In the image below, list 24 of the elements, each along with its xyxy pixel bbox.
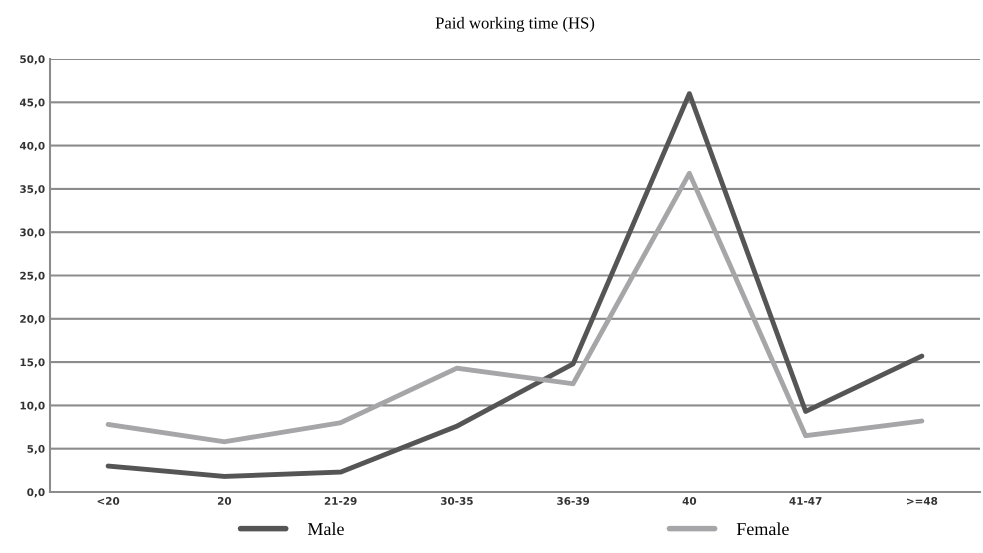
y-tick-label: 30,0 [20, 228, 45, 238]
x-tick-label: 40 [682, 497, 696, 505]
y-tick-label: 25,0 [20, 272, 45, 281]
y-tick-label: 50,0 [20, 55, 45, 64]
y-tick-label: 35,0 [20, 185, 45, 194]
y-tick-label: 15,0 [20, 358, 45, 368]
legend-label: Male [308, 522, 344, 536]
x-tick-label: >=48 [907, 497, 938, 505]
line-series [106, 170, 924, 444]
legend-label: Female [736, 522, 789, 536]
y-tick-label: 40,0 [20, 142, 45, 152]
x-tick-label: 36-39 [557, 497, 590, 505]
x-tick-label: 20 [218, 497, 232, 505]
y-tick-label: 0,0 [27, 488, 45, 498]
y-tick-label: 5,0 [27, 444, 45, 454]
y-tick-label: 20,0 [20, 315, 45, 324]
x-tick-label: 21-29 [324, 497, 357, 505]
y-tick-label: 10,0 [20, 402, 45, 411]
x-tick-label: <20 [98, 497, 120, 505]
chart-title: Paid working time (HS) [436, 16, 594, 32]
x-tick-label: 41-47 [789, 497, 822, 505]
y-tick-label: 45,0 [20, 98, 45, 108]
line-series [106, 91, 924, 479]
x-tick-label: 30-35 [440, 497, 473, 505]
